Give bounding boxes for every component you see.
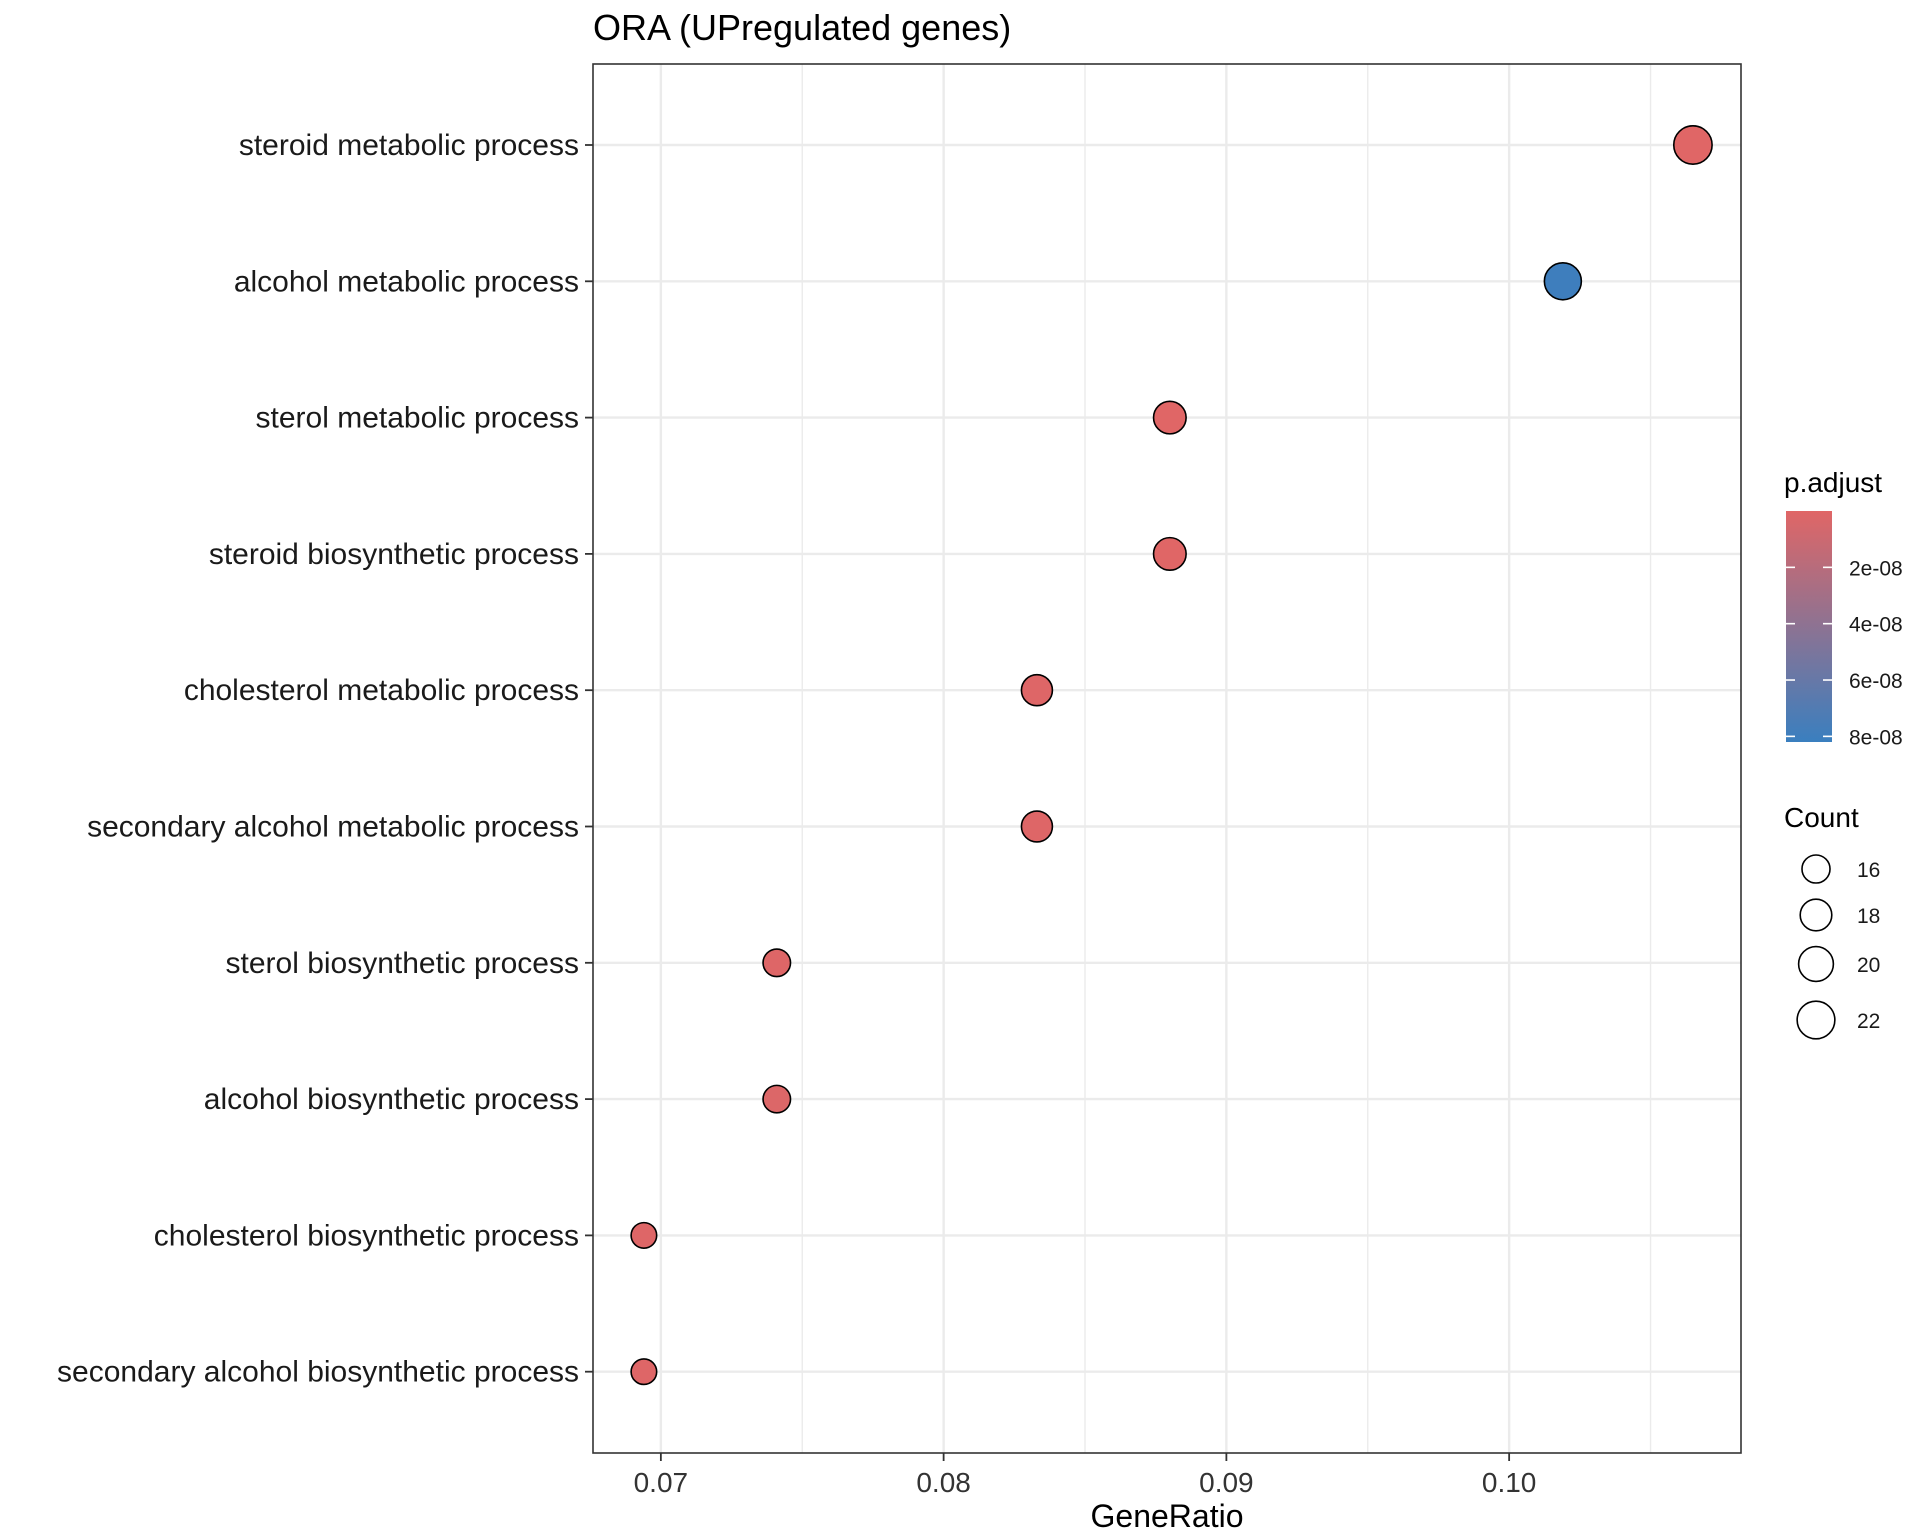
- y-tick-label: steroid metabolic process: [239, 129, 579, 162]
- x-tick-label: 0.09: [1199, 1467, 1254, 1498]
- size-legend-circle: [1801, 854, 1831, 884]
- data-point: [1152, 400, 1187, 435]
- x-tick-label: 0.07: [634, 1467, 689, 1498]
- color-legend: p.adjust 2e-08 4e-08 6e-08 8e-08: [1784, 467, 1903, 749]
- size-legend-label: 22: [1857, 1010, 1880, 1033]
- data-point: [1672, 125, 1713, 165]
- y-tick-label: sterol biosynthetic process: [226, 947, 580, 980]
- size-legend-title: Count: [1784, 802, 1859, 833]
- points-layer: [630, 125, 1713, 1386]
- y-axis: steroid metabolic process alcohol metabol…: [57, 129, 593, 1389]
- size-legend-label: 16: [1857, 859, 1880, 882]
- color-legend-bar: [1786, 511, 1832, 742]
- size-legend-label: 18: [1857, 905, 1880, 928]
- data-point: [1152, 536, 1187, 571]
- x-axis-title: GeneRatio: [1091, 1498, 1244, 1534]
- y-tick-label: cholesterol biosynthetic process: [154, 1219, 579, 1252]
- y-tick-label: cholesterol metabolic process: [184, 674, 579, 707]
- data-point: [630, 1358, 658, 1386]
- x-axis: 0.07 0.08 0.09 0.10: [634, 1453, 1537, 1498]
- size-legend-circle: [1796, 1000, 1836, 1040]
- y-tick-label: alcohol biosynthetic process: [204, 1083, 579, 1116]
- plot-panel-border: [592, 63, 1742, 1454]
- size-legend-label: 20: [1857, 954, 1880, 977]
- color-legend-label: 4e-08: [1849, 614, 1903, 637]
- data-point: [630, 1221, 658, 1249]
- size-legend: Count 16 18 20 22: [1784, 802, 1880, 1040]
- grid-layer: [593, 64, 1741, 1453]
- color-legend-title: p.adjust: [1784, 467, 1882, 498]
- size-legend-circle: [1797, 945, 1835, 983]
- y-tick-label: sterol metabolic process: [256, 402, 579, 435]
- x-tick-label: 0.10: [1482, 1467, 1537, 1498]
- chart-title: ORA (UPregulated genes): [593, 7, 1011, 48]
- data-point: [1020, 673, 1054, 707]
- data-point: [762, 1084, 792, 1114]
- color-legend-label: 6e-08: [1849, 670, 1903, 693]
- y-tick-label: secondary alcohol biosynthetic process: [57, 1356, 579, 1389]
- color-legend-label: 8e-08: [1849, 726, 1903, 749]
- data-point: [1543, 262, 1583, 301]
- y-tick-label: alcohol metabolic process: [234, 265, 579, 298]
- color-legend-label: 2e-08: [1849, 557, 1903, 580]
- data-point: [762, 948, 792, 978]
- x-tick-label: 0.08: [916, 1467, 971, 1498]
- size-legend-circle: [1799, 898, 1833, 932]
- y-tick-label: steroid biosynthetic process: [209, 538, 579, 571]
- data-point: [1020, 810, 1054, 843]
- y-tick-label: secondary alcohol metabolic process: [87, 811, 579, 844]
